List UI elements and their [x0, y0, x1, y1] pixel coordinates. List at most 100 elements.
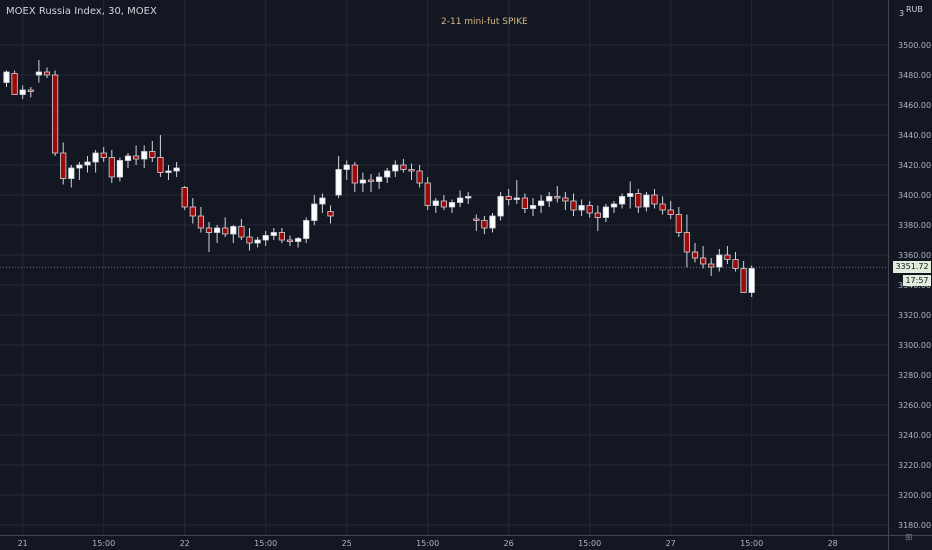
- candle-body[interactable]: [11, 73, 18, 95]
- candle-body[interactable]: [513, 197, 520, 200]
- candle-body[interactable]: [60, 152, 67, 179]
- candle-body[interactable]: [124, 155, 132, 161]
- candle-body[interactable]: [384, 170, 391, 178]
- candle-body[interactable]: [700, 257, 707, 265]
- candle-body[interactable]: [165, 170, 172, 173]
- candle-body[interactable]: [635, 193, 642, 208]
- candle-body[interactable]: [19, 89, 26, 95]
- candle-body[interactable]: [716, 254, 723, 268]
- candle-body[interactable]: [416, 170, 423, 184]
- candle-body[interactable]: [222, 227, 229, 235]
- candle-body[interactable]: [651, 194, 658, 205]
- candle-body[interactable]: [392, 164, 399, 172]
- candle-body[interactable]: [294, 238, 302, 242]
- candle-body[interactable]: [319, 197, 326, 205]
- candle-body[interactable]: [327, 211, 334, 217]
- candle-body[interactable]: [27, 89, 34, 92]
- candle-body[interactable]: [246, 236, 253, 244]
- candle-body[interactable]: [675, 214, 682, 233]
- candle-body[interactable]: [659, 203, 666, 211]
- candle-body[interactable]: [619, 196, 626, 205]
- candle-body[interactable]: [708, 263, 715, 268]
- candle-body[interactable]: [732, 259, 739, 269]
- candle-body[interactable]: [262, 235, 269, 241]
- candle-body[interactable]: [205, 227, 213, 233]
- candle-body[interactable]: [181, 187, 188, 208]
- candle-body[interactable]: [52, 74, 59, 154]
- candle-body[interactable]: [132, 155, 140, 160]
- candle-body[interactable]: [570, 200, 577, 211]
- candle-body[interactable]: [691, 251, 699, 259]
- candle-body[interactable]: [351, 164, 358, 184]
- candle-body[interactable]: [270, 232, 277, 236]
- candle-body[interactable]: [375, 176, 383, 182]
- candle-body[interactable]: [432, 200, 439, 206]
- candle-body[interactable]: [440, 200, 448, 208]
- candle-body[interactable]: [578, 205, 585, 211]
- candle-body[interactable]: [683, 232, 691, 253]
- candle-body[interactable]: [602, 206, 610, 218]
- candle-body[interactable]: [343, 164, 350, 170]
- candle-body[interactable]: [529, 205, 537, 209]
- candle-body[interactable]: [643, 194, 650, 208]
- candle-body[interactable]: [627, 193, 634, 197]
- candle-body[interactable]: [108, 157, 115, 178]
- tradingview-logo-icon[interactable]: ⊞: [905, 533, 913, 543]
- candle-body[interactable]: [335, 169, 342, 196]
- candle-body[interactable]: [197, 215, 204, 229]
- candle-body[interactable]: [408, 169, 415, 172]
- candle-body[interactable]: [748, 268, 755, 293]
- candle-body[interactable]: [230, 226, 237, 235]
- candle-body[interactable]: [505, 196, 512, 200]
- candle-body[interactable]: [238, 226, 245, 238]
- candle-body[interactable]: [740, 268, 747, 293]
- candle-body[interactable]: [586, 205, 593, 214]
- candle-body[interactable]: [43, 71, 51, 76]
- y-tick-label: 3380.00: [898, 221, 931, 230]
- candle-body[interactable]: [116, 160, 123, 178]
- candle-body[interactable]: [311, 203, 318, 221]
- candle-body[interactable]: [497, 196, 504, 217]
- y-tick-label: 3360.00: [898, 251, 931, 260]
- candle-body[interactable]: [473, 218, 480, 221]
- candle-body[interactable]: [303, 220, 310, 239]
- candle-body[interactable]: [456, 197, 464, 203]
- candle-body[interactable]: [400, 164, 407, 170]
- candle-body[interactable]: [448, 202, 456, 208]
- candle-body[interactable]: [594, 212, 601, 218]
- candle-body[interactable]: [667, 209, 674, 215]
- candle-body[interactable]: [213, 227, 221, 233]
- candle-body[interactable]: [254, 239, 261, 244]
- candle-body[interactable]: [521, 197, 529, 209]
- candle-body[interactable]: [554, 196, 561, 199]
- candle-body[interactable]: [157, 157, 164, 173]
- currency-label[interactable]: RUB: [906, 5, 923, 14]
- y-tick-label: 3480.00: [898, 71, 931, 80]
- x-tick-label: 26: [504, 539, 514, 548]
- candle-body[interactable]: [173, 167, 180, 172]
- candle-body[interactable]: [84, 161, 91, 166]
- candle-body[interactable]: [465, 196, 472, 199]
- candle-body[interactable]: [367, 179, 375, 182]
- candle-body[interactable]: [538, 200, 545, 206]
- candle-body[interactable]: [100, 152, 107, 158]
- candle-body[interactable]: [724, 254, 731, 260]
- candle-body[interactable]: [481, 220, 488, 229]
- candle-body[interactable]: [149, 151, 156, 158]
- candle-body[interactable]: [68, 167, 75, 179]
- candle-body[interactable]: [3, 71, 10, 83]
- candle-body[interactable]: [489, 215, 496, 229]
- candle-body[interactable]: [35, 71, 43, 76]
- candle-body[interactable]: [286, 239, 294, 242]
- candle-body[interactable]: [76, 164, 83, 169]
- candle-body[interactable]: [359, 179, 367, 184]
- candle-body[interactable]: [141, 151, 148, 160]
- candle-body[interactable]: [610, 203, 618, 208]
- candle-body[interactable]: [562, 197, 569, 202]
- candle-body[interactable]: [424, 182, 431, 206]
- candle-body[interactable]: [546, 196, 553, 202]
- candle-body[interactable]: [92, 152, 99, 163]
- candle-body[interactable]: [278, 232, 286, 241]
- candle-body[interactable]: [189, 206, 196, 217]
